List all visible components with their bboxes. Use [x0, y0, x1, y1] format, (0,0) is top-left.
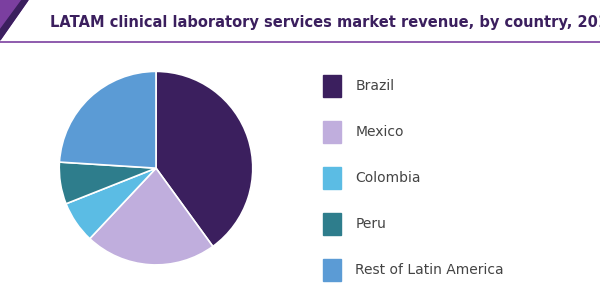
Bar [323, 167, 341, 189]
Bar [323, 259, 341, 281]
Bar [323, 121, 341, 143]
Wedge shape [59, 162, 156, 204]
Text: Rest of Latin America: Rest of Latin America [355, 263, 504, 277]
Text: Mexico: Mexico [355, 125, 404, 139]
Wedge shape [156, 71, 253, 246]
Text: Colombia: Colombia [355, 171, 421, 185]
Bar [323, 75, 341, 97]
Bar [323, 213, 341, 235]
Text: LATAM clinical laboratory services market revenue, by country, 2016 (%): LATAM clinical laboratory services marke… [50, 16, 600, 30]
Text: Brazil: Brazil [355, 79, 394, 93]
Polygon shape [0, 0, 28, 40]
Wedge shape [59, 71, 156, 168]
Wedge shape [90, 168, 213, 265]
Wedge shape [66, 168, 156, 239]
Text: Peru: Peru [355, 217, 386, 231]
Polygon shape [0, 0, 28, 40]
